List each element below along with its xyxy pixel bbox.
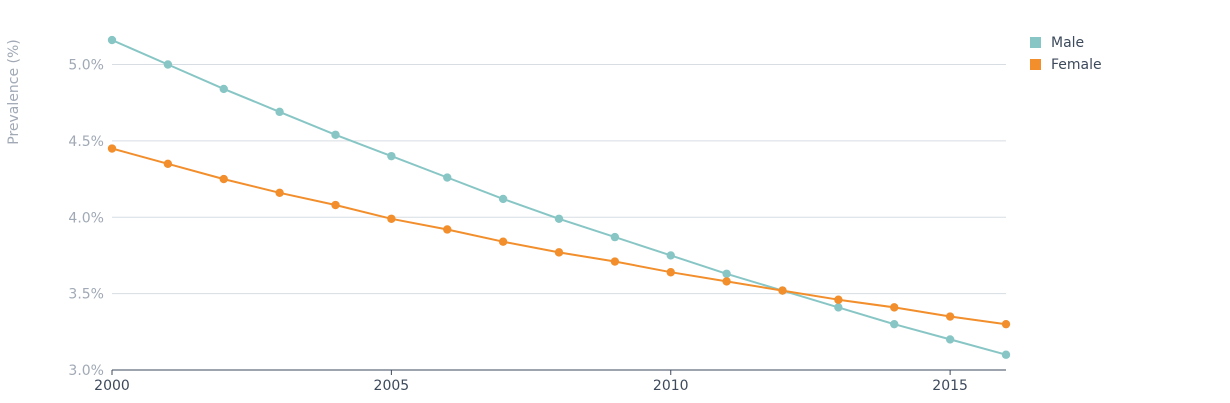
y-tick-label: 4.0% <box>68 210 104 226</box>
series <box>107 35 1011 359</box>
female-data-point <box>275 188 284 198</box>
x-tick-label: 2000 <box>94 378 130 394</box>
female-data-point <box>387 214 396 223</box>
female-data-point <box>722 277 731 286</box>
female-data-point <box>219 174 228 184</box>
y-tick-label: 4.5% <box>68 134 104 150</box>
legend-swatch-female <box>1030 59 1041 70</box>
female-data-point <box>554 248 564 257</box>
male-data-point <box>387 151 396 161</box>
female-data-point <box>610 257 620 266</box>
gridlines <box>112 64 1006 295</box>
male-data-point <box>498 194 508 204</box>
female-data-point <box>945 312 955 321</box>
legend-swatch-male <box>1030 37 1041 48</box>
male-data-point <box>1001 350 1011 359</box>
y-tick-label: 3.5% <box>68 287 104 303</box>
x-tick-label: 2015 <box>932 378 968 394</box>
male-data-point <box>834 303 843 312</box>
female-data-point <box>1001 319 1011 329</box>
y-axis-label: Prevalence (%) <box>6 39 22 145</box>
female-data-point <box>331 200 340 210</box>
axes: 3.0% 3.5% 4.0% 4.5% 5.0% 2000 2005 2010 2015 <box>68 58 1006 394</box>
x-tick-label: 2010 <box>653 378 689 394</box>
y-tick-label: 5.0% <box>68 58 104 74</box>
legend: Male Female <box>1030 35 1102 73</box>
male-data-point <box>666 251 675 260</box>
male-data-point <box>610 232 620 242</box>
male-data-point <box>107 35 117 45</box>
female-data-point <box>443 225 452 234</box>
male-data-point <box>275 107 284 117</box>
y-tick-label: 3.0% <box>68 363 104 379</box>
male-data-point <box>331 130 340 139</box>
male-data-point <box>554 214 564 223</box>
female-data-point <box>666 268 675 277</box>
male-series-line <box>111 39 1007 356</box>
female-series-line <box>111 147 1007 326</box>
male-data-point <box>945 335 955 344</box>
female-data-point <box>778 286 787 295</box>
female-data-point <box>834 295 843 304</box>
male-data-point <box>163 60 173 69</box>
male-data-point <box>443 173 452 182</box>
legend-label-male: Male <box>1051 35 1084 51</box>
female-data-point <box>107 144 117 153</box>
female-data-point <box>498 237 508 246</box>
female-data-point <box>163 159 173 168</box>
male-data-point <box>219 84 228 94</box>
male-data-point <box>890 319 899 329</box>
female-data-point <box>890 303 899 312</box>
male-data-point <box>722 269 731 278</box>
x-tick-label: 2005 <box>374 378 410 394</box>
legend-label-female: Female <box>1051 57 1102 73</box>
